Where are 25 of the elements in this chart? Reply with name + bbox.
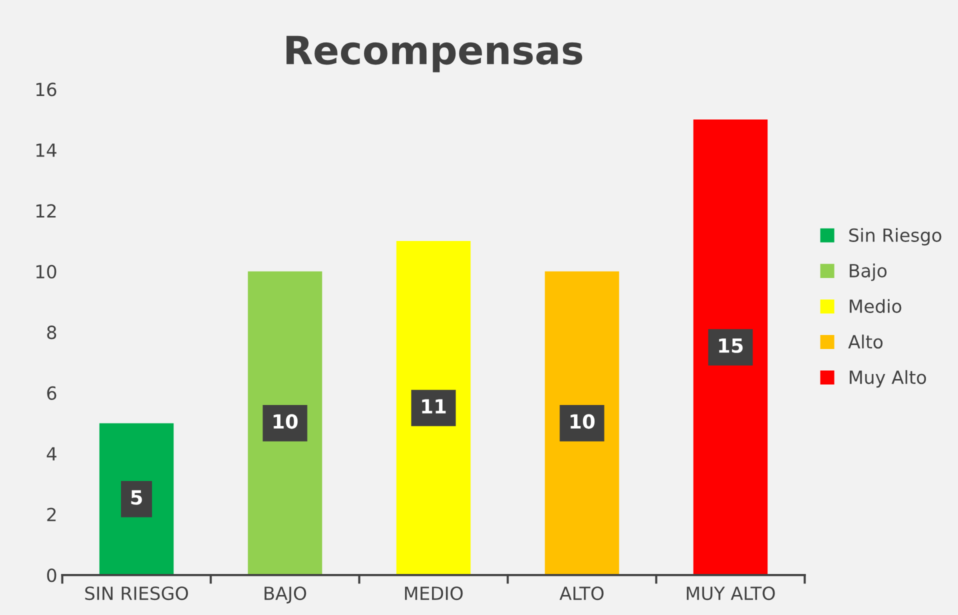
data-label: 15	[719, 338, 743, 353]
y-tick-label: 2	[47, 508, 56, 522]
legend-label: Muy Alto	[850, 370, 926, 388]
legend-label: Alto	[848, 334, 883, 349]
data-label: 11	[422, 399, 446, 414]
data-label: 10	[274, 414, 298, 429]
y-tick-label: 0	[47, 568, 56, 582]
x-tick-label: MUY ALTO	[686, 586, 775, 600]
x-tick-label: BAJO	[264, 586, 306, 604]
y-tick-label: 4	[46, 447, 56, 460]
y-tick-label: 16	[36, 82, 56, 96]
x-tick-label: ALTO	[560, 586, 604, 600]
y-tick-label: 6	[47, 386, 56, 400]
data-label: 5	[131, 490, 142, 505]
legend-label: Medio	[850, 299, 902, 314]
chart-title: Recompensas	[286, 36, 582, 72]
x-tick-label: SIN RIESGO	[85, 586, 188, 600]
y-tick-label: 8	[47, 326, 56, 340]
legend-label: Sin Riesgo	[849, 228, 942, 246]
y-tick-label: 14	[36, 144, 56, 157]
legend-label: Bajo	[850, 264, 887, 282]
x-tick-label: MEDIO	[405, 586, 463, 600]
y-tick-label: 12	[36, 204, 56, 218]
data-label: 10	[570, 414, 595, 429]
y-tick-label: 10	[36, 264, 56, 278]
